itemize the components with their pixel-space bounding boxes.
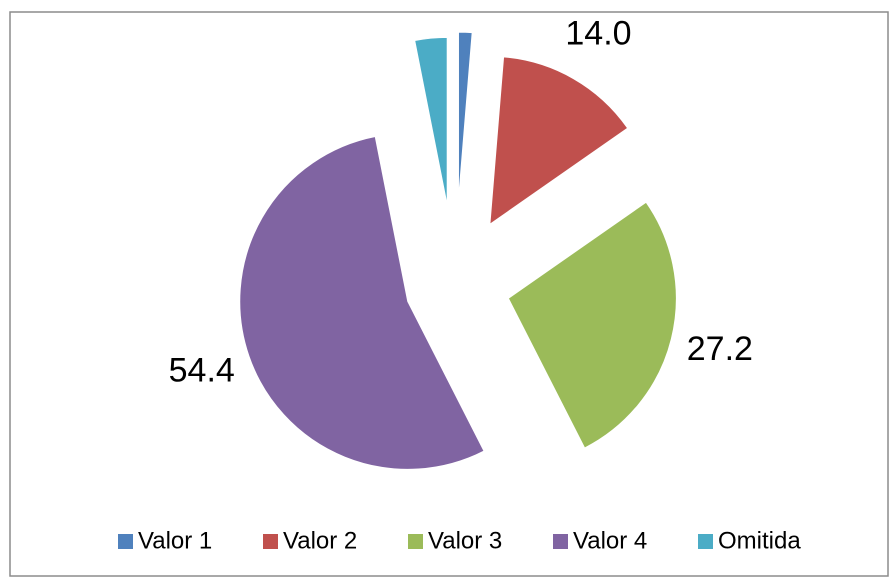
legend-label: Valor 1 (138, 527, 212, 554)
legend-swatch (553, 534, 568, 549)
pie-slice (457, 31, 473, 201)
pie-slice (489, 56, 629, 226)
legend-label: Omitida (718, 527, 801, 554)
legend-swatch (263, 534, 278, 549)
data-label: 27.2 (687, 330, 753, 368)
legend-label: Valor 2 (283, 527, 357, 554)
pie-slice (414, 36, 448, 206)
pie-slice (507, 201, 677, 449)
chart-frame (9, 11, 889, 577)
legend-label: Valor 4 (573, 527, 647, 554)
data-label: 14.0 (565, 14, 631, 52)
data-label: 3.1 (402, 0, 449, 5)
pie-slice (239, 135, 485, 470)
legend-swatch (118, 534, 133, 549)
legend-label: Valor 3 (428, 527, 502, 554)
data-label: 54.4 (169, 352, 235, 390)
legend-swatch (408, 534, 423, 549)
legend-swatch (698, 534, 713, 549)
